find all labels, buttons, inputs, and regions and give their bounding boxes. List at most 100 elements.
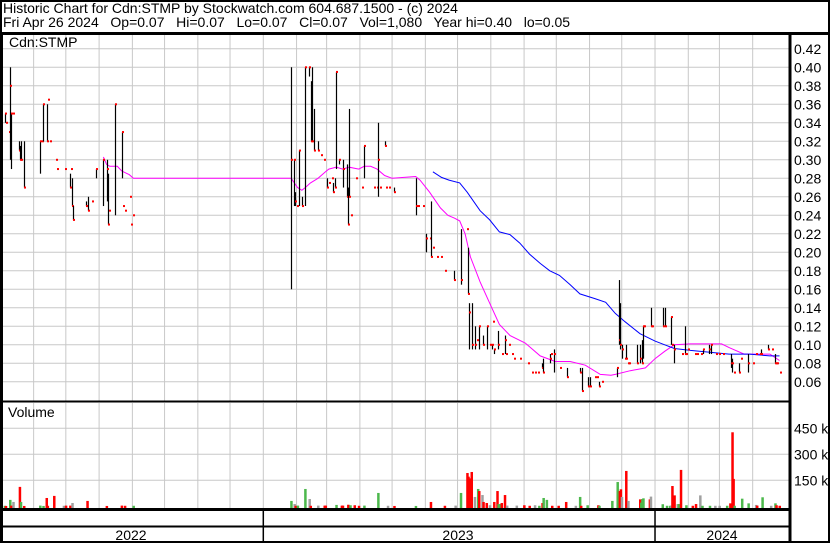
price-bar-close	[502, 353, 504, 356]
price-bar-close	[131, 223, 133, 226]
volume-bar	[679, 469, 683, 509]
price-bar-close	[772, 348, 774, 351]
volume-bar	[443, 505, 447, 509]
price-bar-close	[47, 140, 49, 143]
price-bar-close	[416, 205, 418, 208]
volume-bar	[578, 496, 582, 509]
volume-bar	[627, 500, 630, 509]
volume-bar	[4, 505, 8, 509]
price-bar-close	[335, 186, 337, 189]
price-bar-close	[711, 343, 713, 346]
volume-bar	[470, 471, 474, 509]
price-bar-close	[483, 343, 485, 346]
price-bar-close	[321, 154, 323, 157]
volume-bar	[468, 478, 471, 509]
price-bar-close	[723, 353, 725, 356]
volume-bar	[482, 501, 485, 509]
price-bars	[4, 66, 782, 393]
price-bar-close	[362, 186, 364, 189]
volume-bar	[649, 496, 653, 509]
price-bar-close	[520, 357, 522, 360]
volume-bar	[714, 505, 717, 509]
volume-bar	[294, 505, 297, 509]
price-tick-label: 0.26	[794, 189, 821, 205]
price-bar-close	[332, 177, 334, 180]
chart-title: Historic Chart for Cdn:STMP by Stockwatc…	[3, 0, 458, 16]
price-bar-close	[312, 140, 314, 143]
volume-bars	[3, 432, 782, 509]
grid-lines	[0, 34, 789, 509]
volume-bar	[10, 505, 13, 509]
volume-bar	[296, 505, 300, 509]
price-bar-close	[642, 362, 644, 365]
volume-bar	[564, 501, 568, 509]
price-bar-close	[703, 348, 705, 351]
price-bar-close	[620, 343, 622, 346]
volume-bar	[677, 504, 681, 509]
volume-bar	[755, 505, 759, 509]
price-bar-close	[88, 209, 90, 212]
volume-bar	[347, 504, 350, 509]
volume-bar	[353, 505, 357, 509]
volume-bar	[665, 505, 669, 509]
volume-bar	[545, 499, 549, 509]
price-tick-label: 0.18	[794, 263, 821, 279]
price-bar-close	[389, 186, 391, 189]
price-bar-close	[672, 343, 674, 346]
volume-bar	[357, 505, 361, 509]
volume-bar	[699, 495, 702, 509]
volume-bar	[324, 505, 328, 509]
volume-bar	[611, 500, 614, 509]
volume-bar	[718, 505, 721, 509]
price-bar-close	[10, 84, 12, 87]
price-bar-close	[380, 186, 382, 189]
volume-bar	[485, 503, 489, 509]
volume-bar	[46, 505, 50, 509]
volume-bar	[12, 501, 15, 509]
price-bar-close	[123, 205, 125, 208]
price-bar-close	[467, 228, 469, 231]
price-tick-label: 0.42	[794, 41, 821, 57]
price-bar-close	[498, 343, 500, 346]
volume-tick-label: 450 k	[794, 420, 829, 436]
price-bar-close	[109, 209, 111, 212]
price-bar-close	[96, 168, 98, 171]
volume-bar	[459, 492, 463, 509]
volume-bar	[620, 496, 624, 509]
price-bar-close	[92, 200, 94, 203]
price-bar-close	[6, 121, 8, 124]
volume-bar	[542, 497, 545, 509]
price-bar-close	[431, 255, 433, 258]
price-bar-close	[329, 181, 331, 184]
price-bar-close	[125, 209, 127, 212]
volume-bar	[661, 504, 665, 509]
price-bar-close	[351, 214, 353, 217]
volume-bar	[105, 505, 109, 509]
volume-bar	[488, 505, 492, 509]
price-bar-close	[433, 246, 435, 249]
volume-bar	[290, 500, 293, 509]
price-bar-close	[426, 237, 428, 240]
price-bar-close	[663, 325, 665, 328]
volume-bar	[69, 505, 72, 509]
price-tick-label: 0.16	[794, 281, 821, 297]
price-bar-close	[385, 144, 387, 147]
price-bar-close	[716, 353, 718, 356]
price-bar-close	[336, 70, 338, 73]
volume-bar	[533, 505, 537, 509]
volume-bar	[685, 505, 688, 509]
volume-bar	[769, 505, 773, 509]
price-tick-label: 0.06	[794, 374, 821, 390]
price-bar-close	[597, 376, 599, 379]
volume-bar	[62, 505, 66, 509]
volume-bar	[731, 432, 734, 509]
price-bar-close	[756, 353, 758, 356]
volume-bar	[747, 503, 750, 509]
price-bar-close	[512, 353, 514, 356]
price-bar-close	[741, 357, 743, 360]
price-bar-close	[56, 158, 58, 161]
volume-bar	[528, 505, 531, 509]
price-bar-close	[349, 195, 351, 198]
price-bar-close	[295, 200, 297, 203]
volume-bar	[497, 504, 500, 509]
